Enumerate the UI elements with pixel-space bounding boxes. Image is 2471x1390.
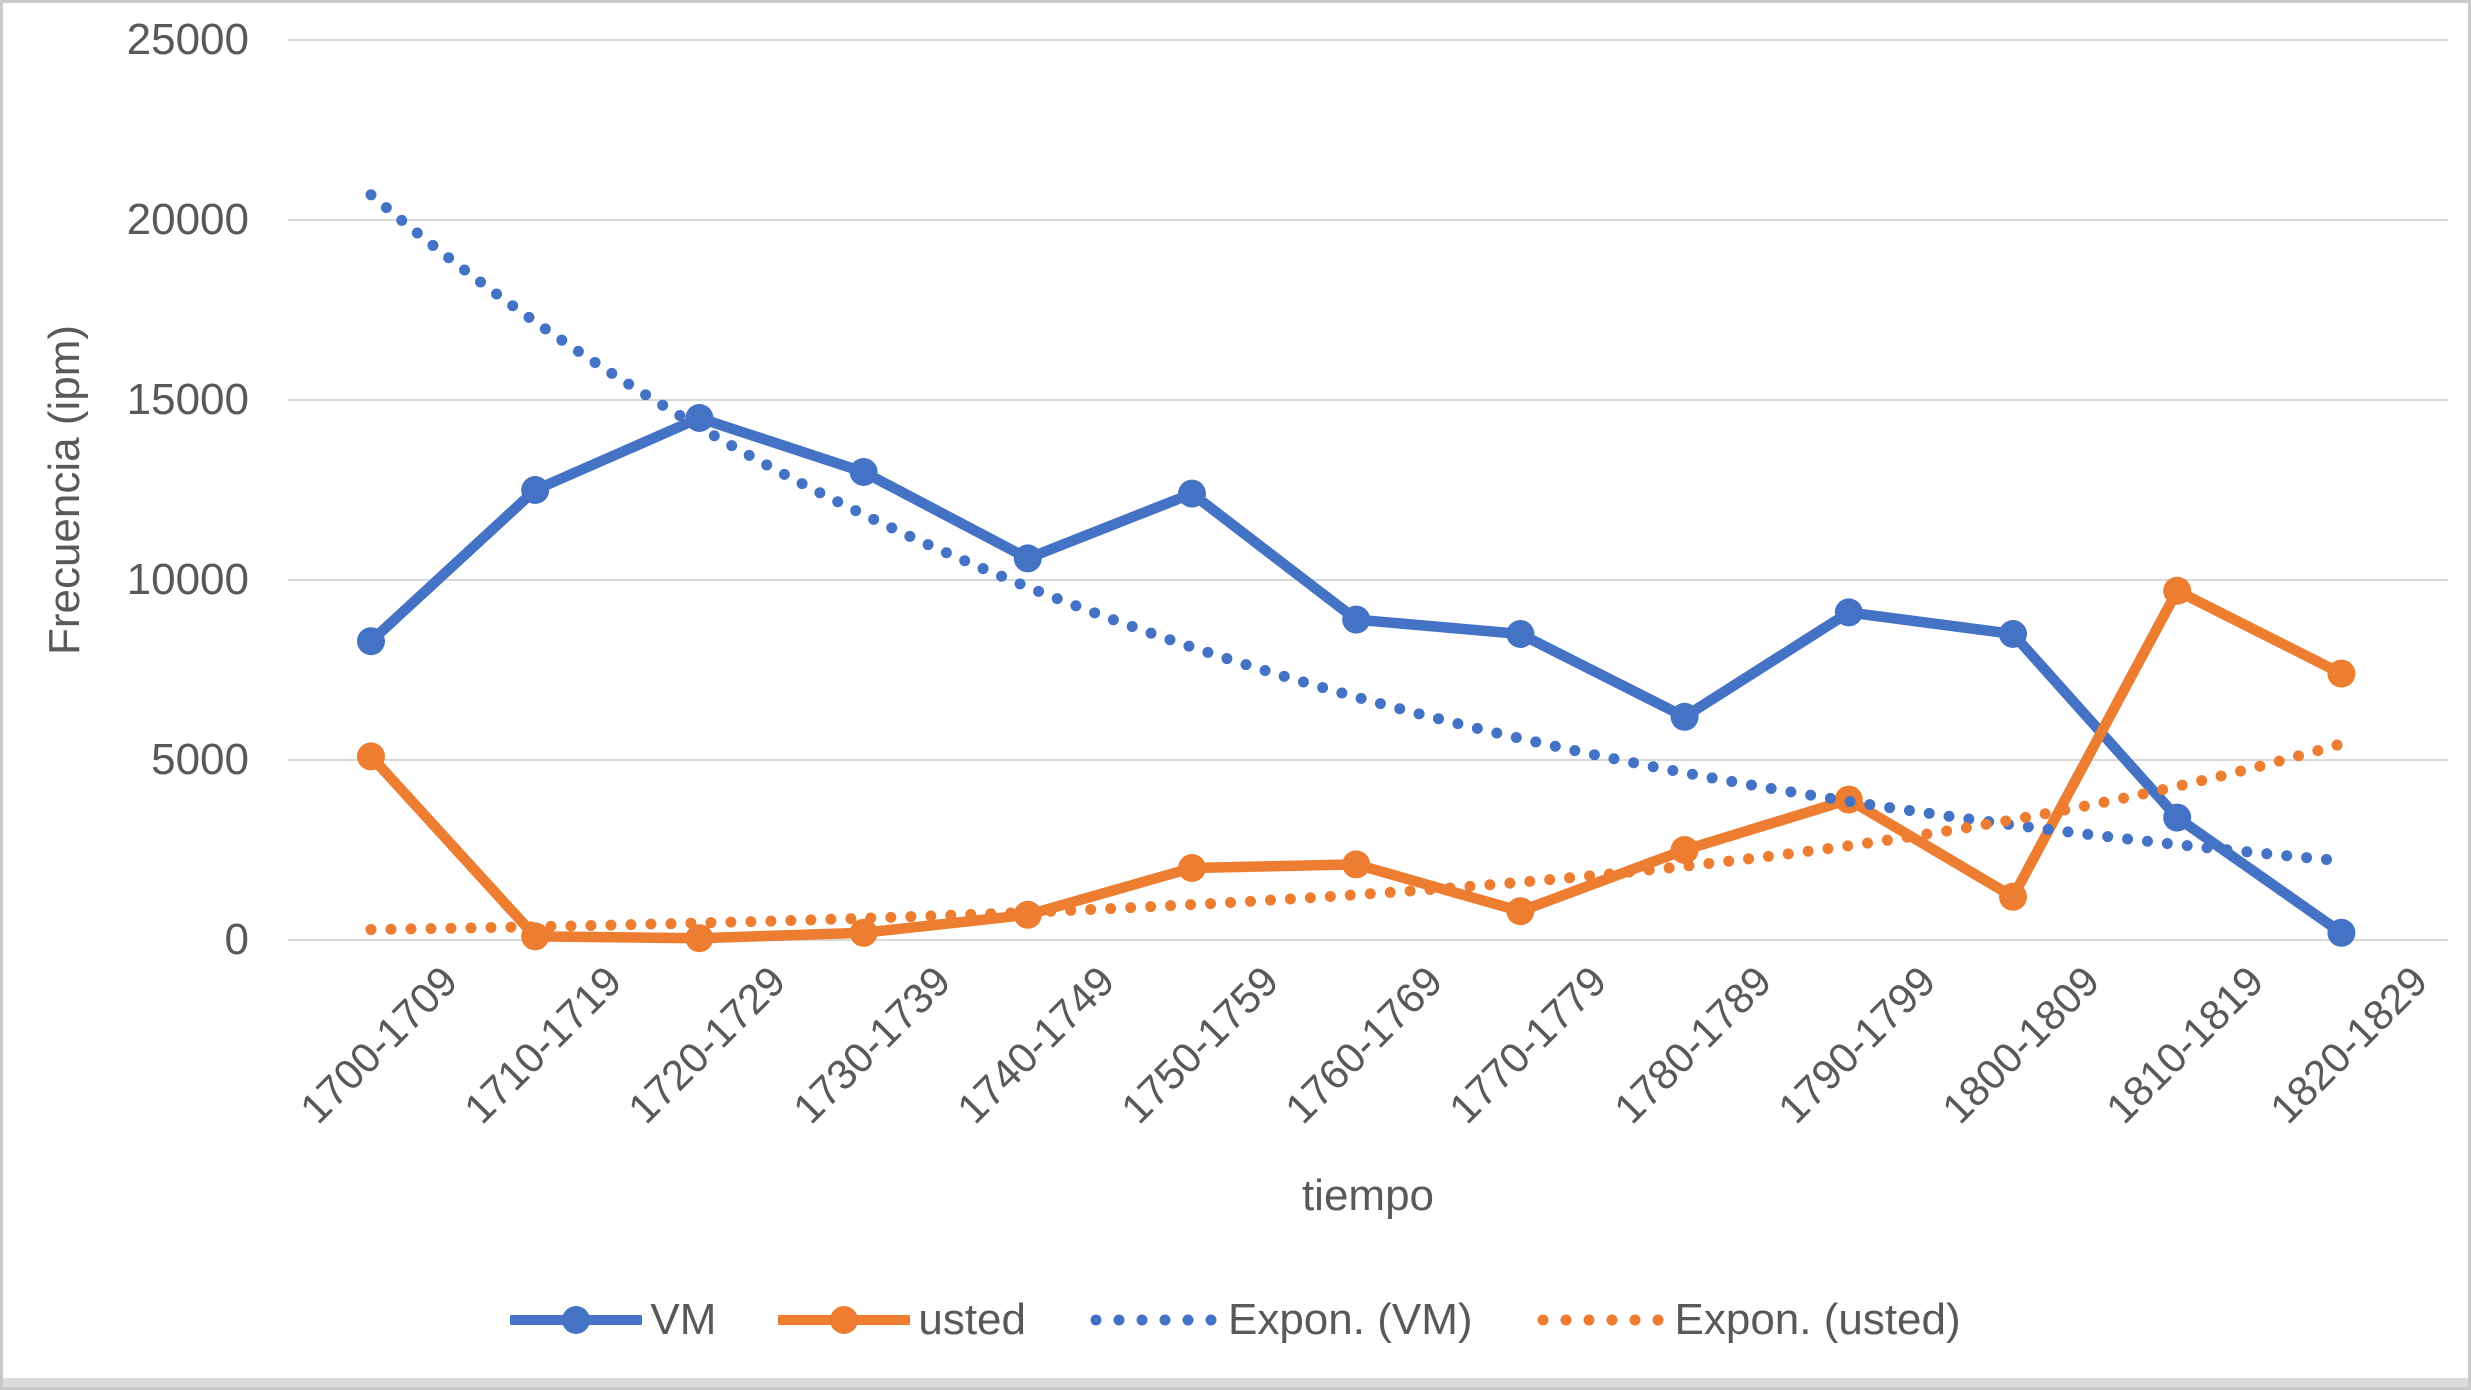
y-axis-tick-label: 25000	[126, 15, 249, 64]
legend-item-expon-vm: Expon. (VM)	[1088, 1295, 1473, 1345]
x-axis-title: tiempo	[1301, 1171, 1435, 1220]
window-edge	[3, 1378, 2468, 1387]
plot-area	[288, 39, 2448, 953]
y-axis-tick-label: 5000	[151, 735, 249, 784]
legend-solid-line-icon	[510, 1306, 643, 1334]
y-axis-tick-label: 20000	[126, 195, 249, 244]
legend-label: Expon. (usted)	[1674, 1295, 1961, 1344]
legend-label: usted	[918, 1295, 1026, 1344]
legend-solid-line-icon	[778, 1306, 911, 1334]
y-axis-tick-label: 15000	[126, 375, 249, 424]
legend-item-expon-usted: Expon. (usted)	[1535, 1295, 1961, 1345]
legend: VM usted Expon. (VM) Expon. (usted)	[3, 1295, 2468, 1345]
legend-label: VM	[650, 1295, 717, 1344]
legend-dotted-line-icon	[1090, 1314, 1220, 1326]
y-axis-tick-label: 10000	[126, 555, 249, 604]
legend-dotted-line-icon	[1537, 1314, 1667, 1326]
legend-item-usted: usted	[778, 1295, 1026, 1345]
legend-label: Expon. (VM)	[1227, 1295, 1473, 1344]
y-axis-tick-label: 0	[224, 915, 249, 964]
legend-item-vm: VM	[510, 1295, 716, 1345]
y-axis-title: Frecuencia (ipm)	[40, 324, 89, 656]
